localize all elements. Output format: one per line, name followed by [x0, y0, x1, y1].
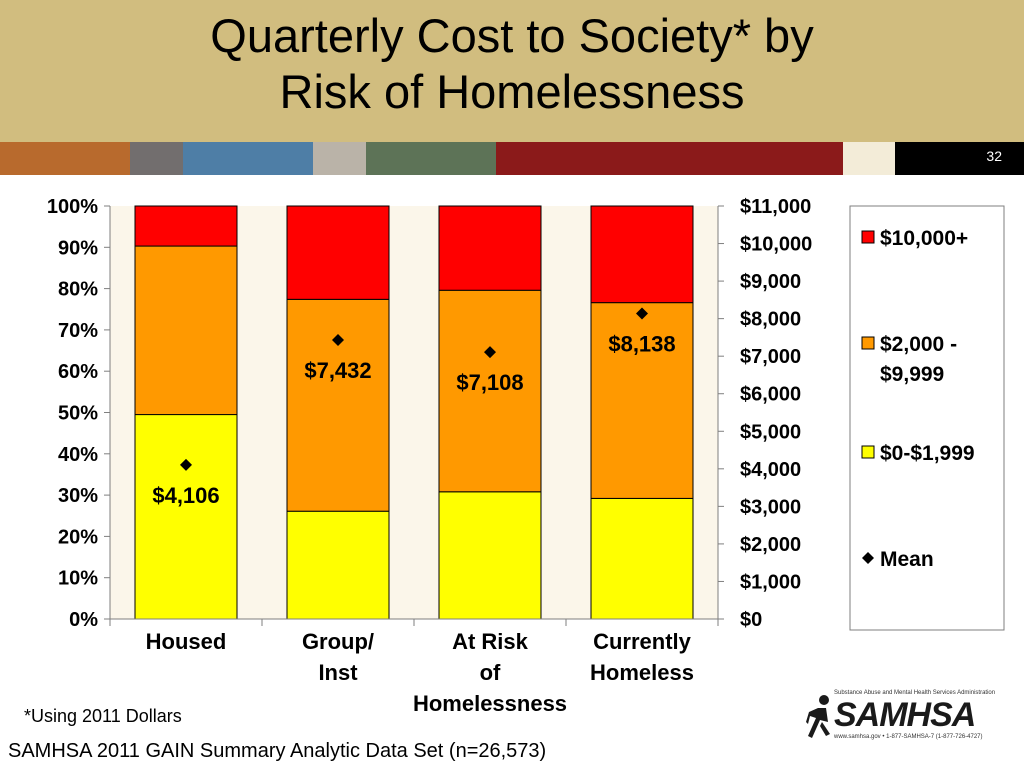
right-tick-label: $0 [740, 609, 762, 631]
left-tick-label: 40% [58, 444, 98, 466]
legend-label: $9,999 [880, 363, 944, 386]
bar-segment-1-4 [590, 497, 694, 620]
legend-label: $0-$1,999 [880, 442, 975, 465]
legend-label: $10,000+ [880, 227, 968, 250]
legend-swatch [861, 230, 875, 244]
samhsa-tagline: Substance Abuse and Mental Health Servic… [834, 690, 996, 696]
color-strip: 32 [0, 142, 1024, 175]
right-tick-label: $1,000 [740, 571, 801, 593]
legend-marker [862, 552, 874, 564]
right-tick-label: $10,000 [740, 234, 812, 256]
legend-swatch [861, 336, 875, 350]
x-tick-label: Housed [146, 629, 227, 654]
mean-point [636, 307, 648, 320]
left-tick-label: 30% [58, 485, 98, 507]
left-tick-label: 100% [47, 196, 98, 218]
mean-data-label: $7,432 [304, 358, 371, 383]
left-tick-label: 70% [58, 320, 98, 342]
slide-title-line-2: Risk of Homelessness [279, 65, 745, 118]
x-tick-label: Homelessness [413, 691, 567, 716]
samhsa-logo: Substance Abuse and Mental Health Servic… [806, 688, 995, 748]
left-tick-label: 60% [58, 361, 98, 383]
bar-segment-3-3 [438, 205, 542, 291]
right-tick-label: $5,000 [740, 421, 801, 443]
bar-segment-2-2 [286, 298, 390, 512]
strip-segment [895, 142, 1024, 175]
strip-segment [843, 142, 895, 175]
slide-number: 32 [986, 148, 1002, 164]
strip-segment [366, 142, 496, 175]
x-tick-label: of [480, 660, 501, 685]
right-tick-label: $2,000 [740, 534, 801, 556]
source-note: SAMHSA 2011 GAIN Summary Analytic Data S… [8, 740, 547, 762]
bar-segment-1-2 [286, 510, 390, 620]
mean-data-label: $7,108 [456, 370, 523, 395]
strip-segment [0, 142, 130, 175]
mean-point [484, 346, 496, 359]
right-tick-label: $6,000 [740, 384, 801, 406]
title-banner: Quarterly Cost to Society* by Risk of Ho… [0, 0, 1024, 142]
bar-segment-3-1 [134, 205, 238, 247]
mean-point [180, 458, 192, 471]
mean-point [332, 333, 344, 346]
right-tick-label: $8,000 [740, 309, 801, 331]
right-tick-label: $3,000 [740, 496, 801, 518]
legend-label: $2,000 - [880, 333, 957, 356]
strip-segment [313, 142, 366, 175]
mean-data-label: $8,138 [608, 331, 675, 356]
bar-segment-2-3 [438, 289, 542, 493]
strip-segment [183, 142, 313, 175]
x-tick-label: Currently [593, 629, 692, 654]
left-tick-label: 0% [69, 609, 98, 631]
bar-segment-3-2 [286, 205, 390, 300]
right-tick-label: $9,000 [740, 271, 801, 293]
samhsa-contact: www.samhsa.gov • 1-877-SAMHSA-7 (1-877-7… [834, 734, 983, 740]
right-tick-label: $4,000 [740, 459, 801, 481]
legend-label: Mean [880, 548, 934, 571]
x-tick-label: At Risk [452, 629, 529, 654]
legend-box [849, 205, 1005, 631]
bar-segment-2-1 [134, 245, 238, 416]
slide-title: Quarterly Cost to Society* by Risk of Ho… [0, 8, 1024, 120]
x-tick-label: Group/ [302, 629, 374, 654]
mean-data-label: $4,106 [152, 483, 219, 508]
x-tick-label: Inst [318, 660, 358, 685]
strip-segment [130, 142, 183, 175]
samhsa-wordmark: SAMHSA [834, 696, 976, 734]
left-tick-label: 10% [58, 568, 98, 590]
strip-segment [496, 142, 843, 175]
bar-segment-3-4 [590, 205, 694, 304]
left-tick-label: 90% [58, 237, 98, 259]
running-figure-icon [806, 695, 830, 738]
right-tick-label: $11,000 [740, 196, 811, 218]
left-tick-label: 50% [58, 403, 98, 425]
right-tick-label: $7,000 [740, 346, 801, 368]
bar-segment-1-1 [134, 414, 238, 620]
slide-title-line-1: Quarterly Cost to Society* by [210, 9, 814, 62]
bar-segment-1-3 [438, 491, 542, 620]
legend-swatch [861, 445, 875, 459]
left-tick-label: 80% [58, 279, 98, 301]
bar-segment-2-4 [590, 302, 694, 499]
x-tick-label: Homeless [590, 660, 694, 685]
footnote: *Using 2011 Dollars [24, 706, 182, 726]
left-tick-label: 20% [58, 526, 98, 548]
